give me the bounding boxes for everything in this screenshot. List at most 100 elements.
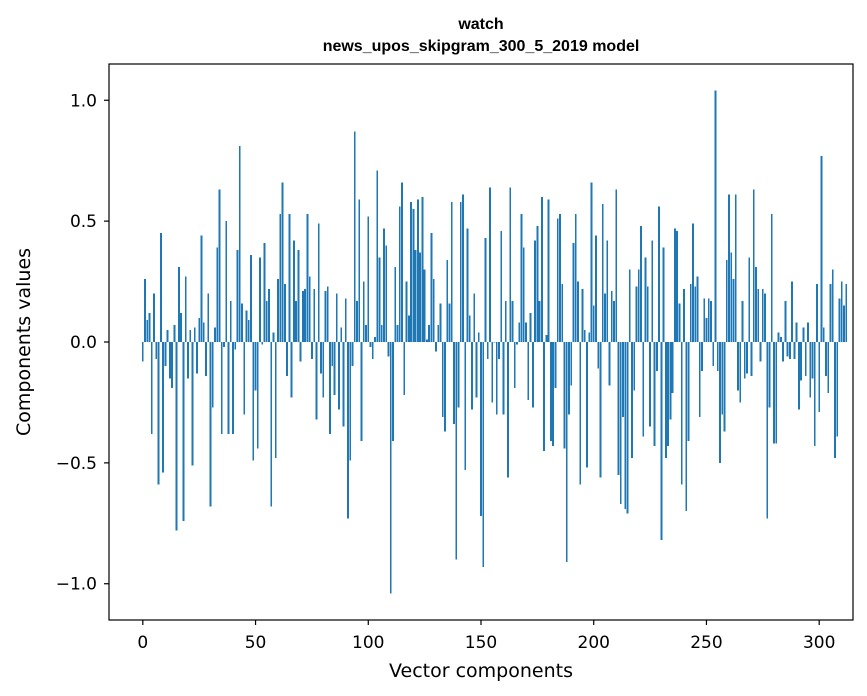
bar [268,288,270,342]
bar [292,240,295,342]
bar [225,221,228,342]
bar [297,250,300,342]
bar [766,342,769,519]
bar [588,332,591,342]
bar [840,281,843,342]
bar [227,342,230,434]
bar [164,342,167,367]
bar [299,342,302,362]
bar [590,182,593,342]
bar [414,250,417,342]
bar [662,247,665,342]
bar [252,342,255,461]
bar [489,187,491,342]
bar [495,342,498,415]
bar [694,286,697,342]
bar [177,267,180,342]
bar [254,342,257,391]
bar [529,312,532,342]
bar [146,320,149,342]
bar [150,342,153,434]
bar [216,247,219,342]
bar [159,233,162,342]
bar [425,339,428,342]
bar [617,342,620,475]
bar [342,342,345,427]
bar [730,252,733,342]
bar [664,342,667,459]
bar [577,281,579,342]
bar [144,279,146,342]
bar [457,342,460,408]
bar [592,305,595,342]
bar [421,196,424,342]
bar [644,257,647,342]
x-axis-label: Vector components [389,660,573,682]
bar [707,298,710,342]
bar [218,189,221,342]
bar [211,342,214,408]
bar [207,293,210,342]
bar [238,146,241,342]
bar [333,342,336,396]
bar [549,342,552,442]
bar [256,342,259,449]
bar [274,342,277,459]
bar [671,342,674,393]
bar [543,342,546,451]
bar [313,288,316,342]
bar [843,305,845,342]
bar [728,194,730,342]
bar [331,342,334,367]
x-tick-label: 200 [578,633,610,653]
bar [822,327,825,342]
bar [712,342,715,367]
bar [816,283,818,342]
bar [561,283,564,342]
bar [827,342,830,393]
bar [813,342,816,446]
bar [655,342,658,372]
bar [205,342,207,376]
bar [651,240,654,342]
bar [513,342,516,388]
bar [574,213,577,342]
bar [601,204,604,342]
bar [423,269,426,342]
bar [196,342,198,374]
bar [782,342,785,362]
bar [748,257,751,342]
bar [468,315,471,342]
bar [335,293,338,342]
y-axis-label: Components values [13,248,35,436]
bar [259,257,261,342]
bar [761,288,764,342]
bar [175,342,178,531]
bar [480,342,482,517]
bar [633,342,636,391]
bar [446,259,449,342]
bar [148,312,151,342]
bar [628,269,631,342]
bar [680,342,683,485]
bar [261,342,264,345]
bar [385,245,388,342]
bar [534,240,537,342]
bar [511,300,514,342]
bar [606,240,609,342]
bar [281,182,284,342]
bar [493,342,496,343]
bar [804,342,807,376]
bar [531,342,534,408]
bar [428,325,431,342]
bar [180,312,183,342]
bar [556,218,559,342]
bar [453,342,455,425]
y-axis-ticks: −1.0 −0.5 0.0 0.5 1.0 [56,91,109,595]
bar [759,342,762,362]
bar [369,342,372,347]
bar [525,322,527,342]
bar [581,288,584,342]
bar [187,342,189,379]
bar [437,325,440,342]
